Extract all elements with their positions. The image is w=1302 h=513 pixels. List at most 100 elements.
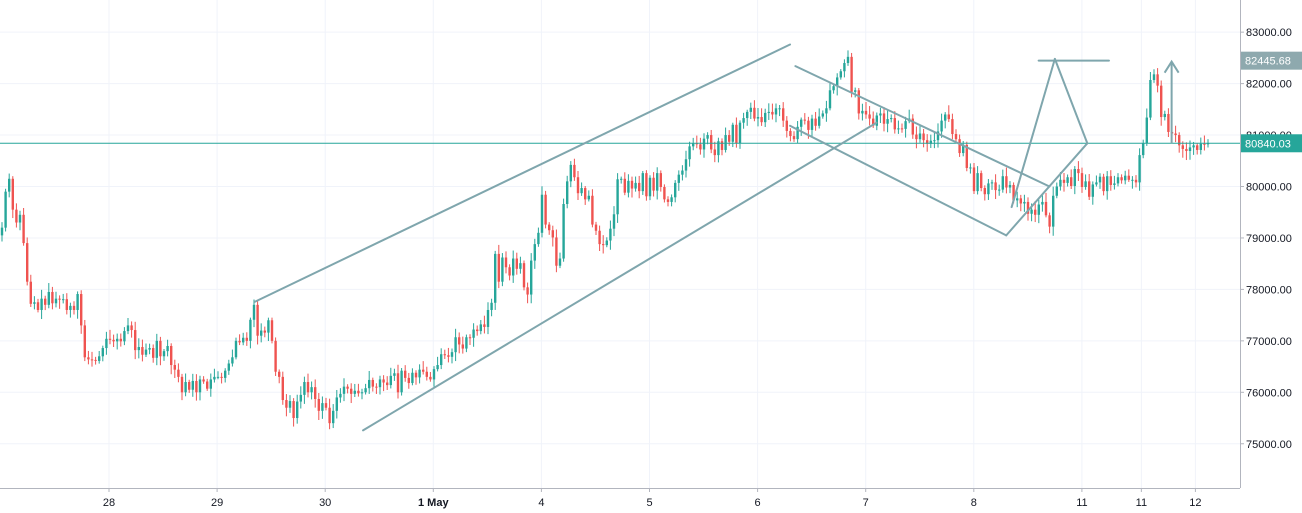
candle-body-37 <box>134 330 137 351</box>
candle-body-152 <box>548 224 551 231</box>
candle-body-18 <box>65 299 68 310</box>
price-tags: 82445.68 80840.03 <box>1241 51 1302 153</box>
candle-body-318 <box>1145 117 1148 144</box>
candle-body-50 <box>180 376 184 393</box>
candle-body-90 <box>324 403 328 408</box>
pennant-upper-line[interactable] <box>1010 57 1056 209</box>
lower-channel-line[interactable] <box>362 121 878 432</box>
candle-body-81 <box>292 401 295 419</box>
candle-body-14 <box>51 291 54 304</box>
candle-body-174 <box>627 180 630 193</box>
candle-body-102 <box>368 379 371 389</box>
candle-body-112 <box>404 370 407 378</box>
candle-body-277 <box>998 189 1001 191</box>
candle-body-180 <box>648 177 652 197</box>
candle-body-93 <box>335 397 338 411</box>
falling-upper-line[interactable] <box>794 65 1051 188</box>
candle-body-212 <box>764 112 767 123</box>
candle-body-10 <box>36 302 40 310</box>
y-tick-label-4: 79000.00 <box>1246 233 1292 245</box>
candle-body-204 <box>735 124 738 144</box>
candle-body-161 <box>580 188 583 194</box>
candle-body-105 <box>378 379 382 388</box>
candle-body-141 <box>508 267 511 276</box>
candle-body-196 <box>706 135 709 139</box>
candle-body-145 <box>522 263 526 288</box>
candle-body-176 <box>634 182 637 189</box>
y-tick-label-5: 80000.00 <box>1246 182 1292 194</box>
candle-body-120 <box>432 369 436 380</box>
candle-body-201 <box>724 135 727 150</box>
candle-body-260 <box>936 131 940 141</box>
candle-body-300 <box>1080 173 1084 188</box>
candle-body-29 <box>105 338 108 349</box>
candle-body-281 <box>1012 184 1015 201</box>
candle-body-278 <box>1001 176 1004 190</box>
candle-body-205 <box>738 122 742 144</box>
x-tick-label-6: 6 <box>755 497 761 509</box>
candle-body-147 <box>530 260 533 295</box>
candle-body-316 <box>1138 155 1141 183</box>
candle-body-28 <box>101 348 104 357</box>
candle-body-27 <box>98 356 101 361</box>
candle-body-228 <box>821 113 824 117</box>
candle-body-144 <box>519 263 522 269</box>
candle-body-54 <box>195 380 198 393</box>
candle-body-276 <box>994 182 997 191</box>
y-tick-label-2: 77000.00 <box>1246 336 1292 348</box>
target-arrow-head <box>1163 59 1180 74</box>
candle-body-16 <box>58 298 61 300</box>
candle-body-273 <box>983 188 986 195</box>
candle-body-175 <box>630 180 634 189</box>
candle-body-270 <box>972 167 976 192</box>
candle-body-309 <box>1113 183 1116 185</box>
candle-body-257 <box>926 140 929 144</box>
candle-body-26 <box>94 359 97 361</box>
candle-body-135 <box>486 309 490 327</box>
candle-body-249 <box>897 128 900 130</box>
candle-body-100 <box>360 392 364 394</box>
candle-body-220 <box>792 136 796 140</box>
candle-body-7 <box>26 243 29 282</box>
candle-body-159 <box>573 164 576 178</box>
candle-body-110 <box>396 373 400 393</box>
pennant-right-line[interactable] <box>1053 57 1089 145</box>
price-tag-1 <box>1241 134 1302 153</box>
candle-body-322 <box>1160 85 1163 118</box>
candle-body-173 <box>623 178 626 193</box>
candle-body-149 <box>537 232 540 245</box>
candle-body-290 <box>1044 201 1048 216</box>
candle-body-168 <box>605 240 608 246</box>
candle-body-60 <box>216 376 220 378</box>
candle-body-163 <box>587 195 590 200</box>
candle-body-21 <box>76 294 79 310</box>
candle-body-268 <box>965 144 968 168</box>
price-tag-label-1: 80840.03 <box>1245 138 1291 150</box>
x-tick-label-9: 11 <box>1076 497 1087 509</box>
candle-body-251 <box>904 121 907 129</box>
candle-body-46 <box>166 345 169 352</box>
candle-body-283 <box>1019 198 1022 204</box>
candle-body-70 <box>252 304 256 320</box>
candle-body-133 <box>479 324 482 332</box>
candle-body-224 <box>807 120 810 130</box>
candle-body-298 <box>1073 169 1076 186</box>
candle-body-38 <box>137 347 140 351</box>
candle-body-229 <box>825 108 828 114</box>
candle-body-5 <box>18 214 22 223</box>
candle-body-77 <box>278 371 281 377</box>
candle-body-92 <box>332 410 335 424</box>
candle-body-258 <box>929 140 932 144</box>
candle-body-69 <box>249 319 252 341</box>
candle-body-326 <box>1174 133 1177 136</box>
candle-body-291 <box>1048 215 1051 227</box>
pennant-lower-line[interactable] <box>1005 142 1089 237</box>
candle-body-192 <box>692 143 695 147</box>
upper-channel-line[interactable] <box>253 43 792 303</box>
candle-body-245 <box>882 113 886 124</box>
candle-body-319 <box>1149 79 1152 118</box>
falling-lower-line[interactable] <box>789 124 1008 237</box>
candle-body-48 <box>173 365 176 370</box>
candle-body-194 <box>699 144 702 150</box>
